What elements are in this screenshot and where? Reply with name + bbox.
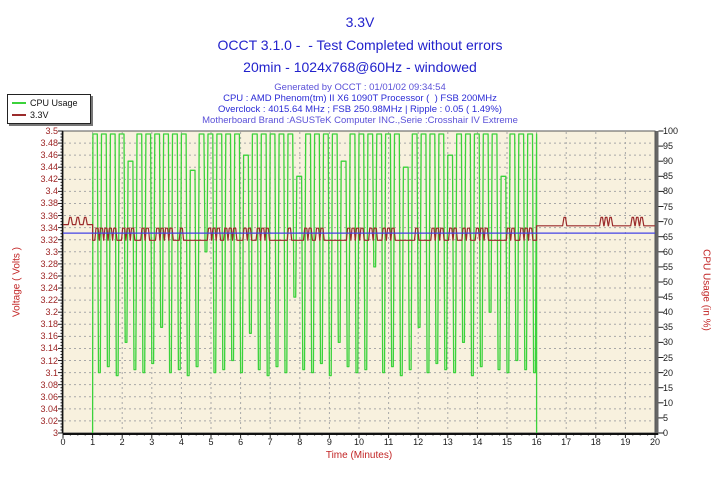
x-tick-label: 2 — [119, 437, 125, 447]
left-tick-label: 3.18 — [40, 319, 58, 330]
left-tick-label: 3.1 — [45, 367, 58, 378]
left-tick-label: 3.5 — [45, 126, 58, 136]
left-tick-label: 3.46 — [40, 150, 58, 161]
cpu-usage-line-swatch — [12, 102, 26, 104]
left-tick-label: 3.22 — [40, 295, 58, 306]
right-tick-label: 95 — [663, 141, 674, 152]
left-tick-label: 3.24 — [40, 283, 58, 294]
chart-plot-area — [58, 130, 664, 438]
right-tick-label: 70 — [663, 216, 674, 227]
right-tick-label: 15 — [663, 382, 674, 393]
right-tick-label: 100 — [663, 126, 679, 136]
x-tick-label: 8 — [297, 437, 303, 447]
x-tick-label: 6 — [238, 437, 244, 447]
x-axis-title: Time (Minutes) — [325, 450, 393, 461]
x-tick-label: 14 — [472, 437, 483, 447]
right-tick-label: 65 — [663, 231, 674, 242]
right-tick-label: 55 — [663, 261, 674, 272]
x-tick-label: 3 — [149, 437, 155, 447]
left-tick-label: 3.44 — [40, 162, 58, 173]
right-tick-label: 75 — [663, 201, 674, 212]
x-tick-label: 16 — [531, 437, 542, 447]
left-tick-label: 3.4 — [45, 186, 58, 197]
left-tick-label: 3.26 — [40, 270, 58, 281]
legend-item-3-3v: 3.3V — [12, 109, 90, 121]
test-status-line: OCCT 3.1.0 - - Test Completed without er… — [217, 37, 503, 53]
left-tick-label: 3.32 — [40, 234, 58, 245]
left-tick-label: 3.16 — [40, 331, 58, 342]
right-tick-label: 35 — [663, 322, 674, 333]
motherboard-info-line: Motherboard Brand :ASUSTeK Computer INC.… — [202, 115, 518, 126]
x-tick-label: 9 — [326, 437, 332, 447]
right-tick-label: 50 — [663, 277, 674, 287]
x-tick-label: 4 — [178, 437, 184, 447]
x-tick-label: 20 — [649, 437, 660, 447]
x-tick-label: 10 — [353, 437, 364, 447]
legend-item-cpu-usage: CPU Usage — [12, 97, 90, 109]
x-tick-label: 19 — [620, 437, 631, 447]
x-tick-label: 5 — [208, 437, 214, 447]
x-tick-label: 12 — [413, 437, 424, 447]
right-tick-label: 40 — [663, 307, 674, 318]
page-title: 3.3V — [345, 14, 375, 30]
x-tick-label: 18 — [590, 437, 601, 447]
right-tick-label: 30 — [663, 337, 674, 348]
left-tick-label: 3.28 — [40, 258, 58, 269]
right-tick-label: 80 — [663, 186, 674, 197]
cpu-usage-line — [91, 133, 538, 434]
x-tick-label: 17 — [561, 437, 572, 447]
legend-label-cpu-usage: CPU Usage — [30, 98, 78, 108]
legend-label-3-3v: 3.3V — [30, 110, 49, 120]
left-tick-label: 3.04 — [40, 403, 58, 414]
right-tick-label: 5 — [663, 412, 669, 423]
x-tick-label: 0 — [60, 437, 66, 447]
chart-legend: CPU Usage 3.3V — [7, 94, 91, 124]
overclock-info-line: Overclock : 4015.64 MHz ; FSB 250.98MHz … — [218, 104, 502, 115]
left-tick-label: 3.14 — [40, 343, 58, 354]
right-tick-label: 60 — [663, 246, 674, 257]
x-tick-label: 11 — [383, 437, 394, 447]
left-tick-label: 3.08 — [40, 379, 58, 390]
x-tick-label: 15 — [501, 437, 512, 447]
left-tick-label: 3.48 — [40, 138, 58, 149]
left-tick-label: 3.2 — [45, 307, 58, 318]
left-tick-label: 3.12 — [40, 355, 58, 366]
left-tick-label: 3.38 — [40, 198, 58, 209]
right-tick-label: 45 — [663, 292, 674, 303]
right-tick-label: 20 — [663, 367, 674, 378]
right-tick-label: 85 — [663, 171, 674, 182]
left-tick-label: 3.42 — [40, 174, 58, 185]
cpu-info-line: CPU : AMD Phenom(tm) II X6 1090T Process… — [223, 93, 497, 104]
right-tick-label: 25 — [663, 352, 674, 363]
voltage-line-swatch — [12, 114, 26, 116]
left-tick-label: 3 — [52, 428, 58, 438]
test-config-line: 20min - 1024x768@60Hz - windowed — [243, 59, 477, 75]
left-tick-label: 3.36 — [40, 210, 58, 221]
generated-info-line: Generated by OCCT : 01/01/02 09:34:54 — [274, 82, 446, 93]
left-tick-label: 3.3 — [45, 246, 58, 257]
left-tick-label: 3.02 — [40, 415, 58, 426]
left-tick-label: 3.34 — [40, 222, 58, 233]
left-tick-label: 3.06 — [40, 391, 58, 402]
x-tick-label: 7 — [267, 437, 273, 447]
right-tick-label: 0 — [663, 428, 669, 438]
x-tick-label: 1 — [90, 437, 96, 447]
x-tick-label: 13 — [442, 437, 453, 447]
right-tick-label: 10 — [663, 397, 674, 408]
voltage-3-3v-line — [63, 216, 655, 241]
right-tick-label: 90 — [663, 156, 674, 167]
plot-right-shadow — [655, 131, 659, 435]
right-axis-title: CPU Usage (in %) — [700, 249, 712, 331]
